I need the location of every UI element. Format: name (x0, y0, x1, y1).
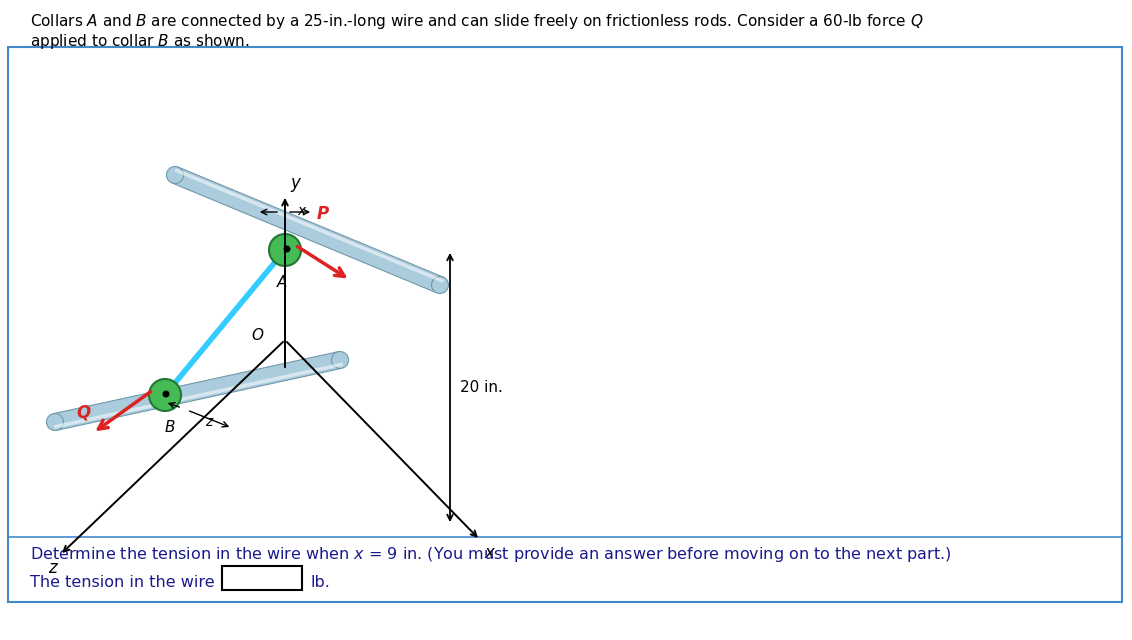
Polygon shape (53, 352, 342, 430)
Text: Determine the tension in the wire when $x$ = 9 in. (You must provide an answer b: Determine the tension in the wire when $… (31, 545, 951, 564)
Text: x: x (484, 544, 494, 562)
Circle shape (163, 390, 170, 397)
Text: y: y (290, 174, 300, 192)
Bar (222, 566, 302, 590)
Circle shape (46, 413, 63, 431)
Text: x: x (297, 204, 306, 218)
Polygon shape (172, 167, 444, 293)
Text: The tension in the wire is: The tension in the wire is (31, 575, 232, 590)
Text: P: P (317, 205, 329, 223)
Text: A: A (277, 275, 288, 290)
Text: lb.: lb. (310, 575, 329, 590)
Text: applied to collar $\it{B}$ as shown.: applied to collar $\it{B}$ as shown. (31, 32, 250, 51)
Circle shape (269, 234, 301, 266)
Circle shape (283, 246, 291, 253)
Text: z: z (205, 415, 213, 429)
Text: 20 in.: 20 in. (460, 380, 503, 395)
Circle shape (332, 351, 349, 369)
Text: Q: Q (77, 404, 91, 422)
Circle shape (166, 166, 183, 184)
Text: z: z (49, 559, 57, 577)
Text: O: O (251, 328, 263, 342)
Circle shape (149, 379, 181, 411)
Circle shape (431, 276, 448, 294)
Bar (8, 47, 1122, 602)
Text: B: B (165, 420, 175, 435)
Text: Collars $\it{A}$ and $\it{B}$ are connected by a 25-in.-long wire and can slide : Collars $\it{A}$ and $\it{B}$ are connec… (31, 12, 924, 31)
